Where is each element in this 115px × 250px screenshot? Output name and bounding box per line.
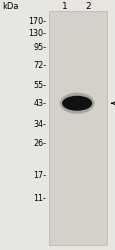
Text: 1: 1 — [61, 2, 67, 11]
Text: kDa: kDa — [2, 2, 19, 11]
Text: 17-: 17- — [33, 170, 46, 179]
Text: 34-: 34- — [33, 120, 46, 129]
Text: 43-: 43- — [33, 99, 46, 108]
Text: 95-: 95- — [33, 44, 46, 52]
Text: 170-: 170- — [28, 17, 46, 26]
Text: 130-: 130- — [28, 28, 46, 38]
Ellipse shape — [59, 92, 94, 114]
Bar — [48, 11, 106, 245]
Ellipse shape — [62, 96, 91, 111]
Text: 26-: 26- — [33, 139, 46, 148]
Text: 2: 2 — [85, 2, 90, 11]
Text: 11-: 11- — [33, 194, 46, 203]
Text: 55-: 55- — [33, 80, 46, 90]
Text: 72-: 72- — [33, 60, 46, 70]
